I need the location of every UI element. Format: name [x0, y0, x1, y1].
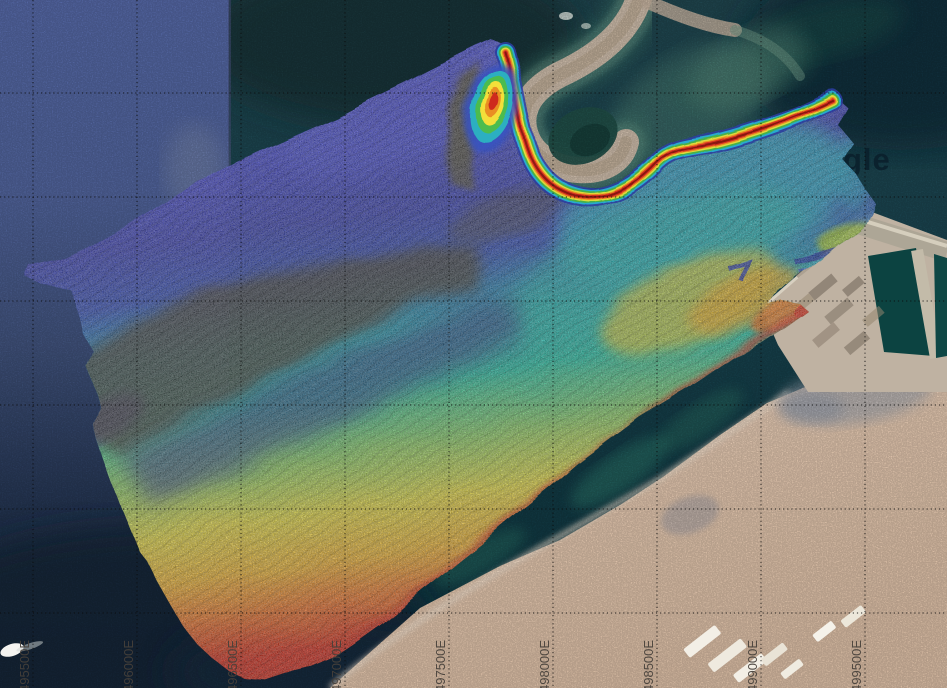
inner-pier	[911, 248, 942, 360]
basin-east	[934, 254, 947, 358]
shallow-patch	[434, 527, 526, 587]
warehouses	[683, 605, 866, 683]
shallow-patch	[570, 436, 670, 508]
pier-arm	[854, 214, 947, 262]
shallow-patch	[657, 389, 743, 451]
easting-labels: 495500E 496000E 496500E 497000E 497500E 49800…	[17, 640, 864, 688]
easting-label: 499000E	[745, 640, 760, 688]
foam-fleck	[581, 23, 591, 29]
boat	[0, 641, 44, 657]
easting-label: 498500E	[641, 640, 656, 688]
foam-fleck	[559, 12, 573, 20]
imagery-tile-seam	[228, 0, 231, 188]
easting-label: 497000E	[329, 640, 344, 688]
easting-label: 496000E	[121, 640, 136, 688]
easting-label: 496500E	[225, 640, 240, 688]
easting-label: 497500E	[433, 640, 448, 688]
shoal-mound	[462, 62, 520, 154]
easting-label: 495500E	[17, 640, 32, 688]
easting-label: 498000E	[537, 640, 552, 688]
easting-label: 499500E	[849, 640, 864, 688]
spit-lagoon-core	[569, 123, 611, 157]
port-complex	[761, 210, 947, 392]
sand-spit	[523, 0, 806, 192]
